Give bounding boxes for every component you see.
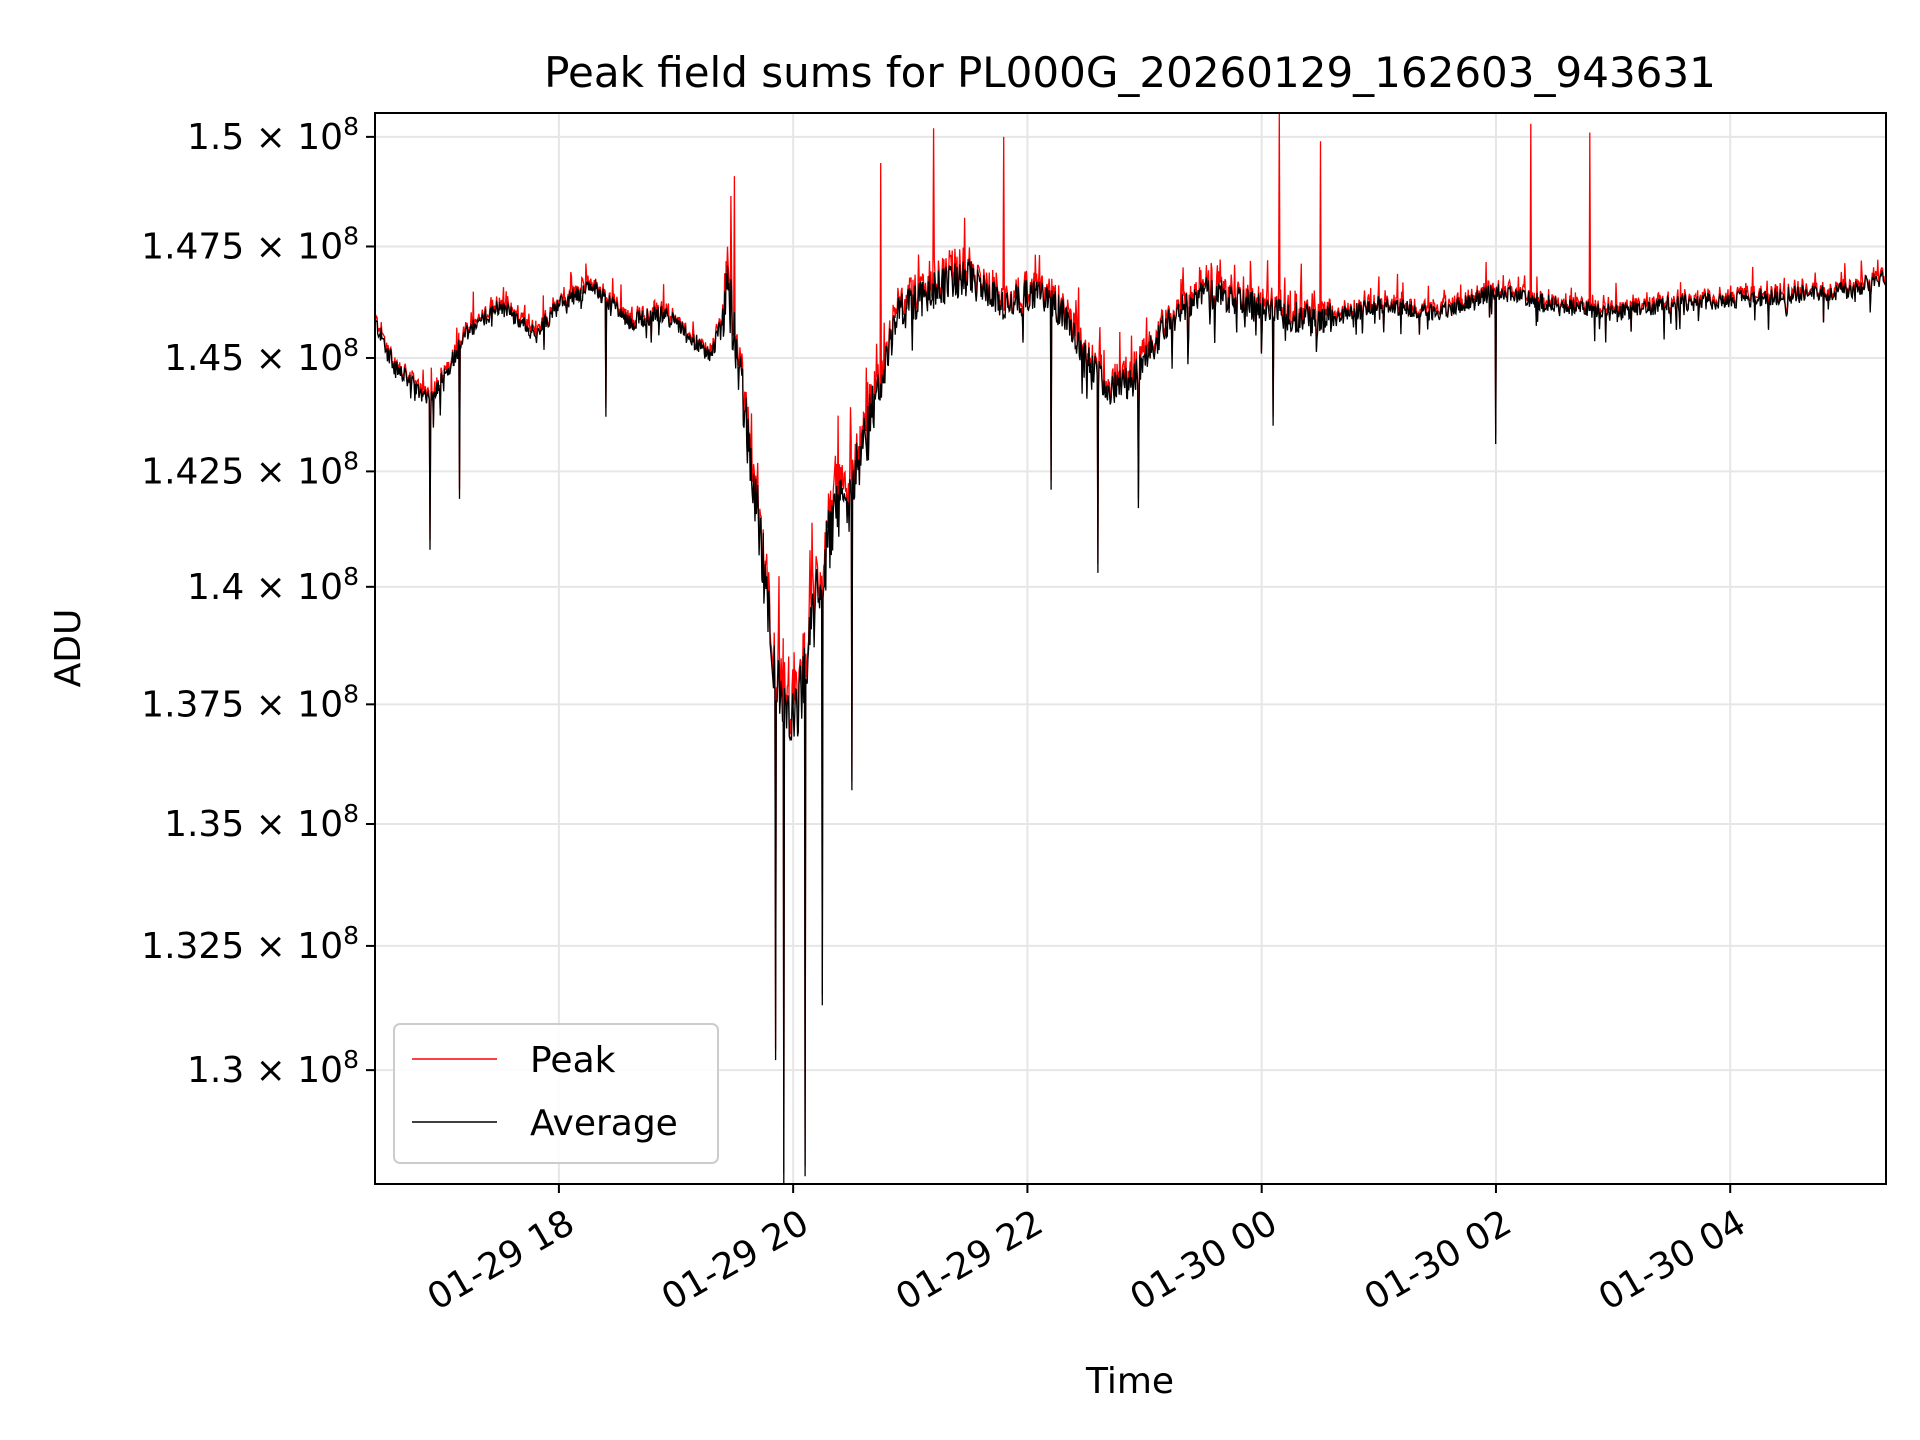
y-tick-label: 1.475 × 108 [141,221,359,267]
y-tick-label: 1.35 × 108 [164,799,359,845]
plot-frame [374,112,1887,1185]
y-tick-label: 1.3 × 108 [187,1045,359,1091]
y-axis-title: ADU [48,609,89,688]
y-tick-label: 1.5 × 108 [187,112,359,158]
y-axis-ticks: 1.3 × 108 1.325 × 108 1.35 × 108 1.375 × 10… [141,112,375,1091]
y-tick-label: 1.375 × 108 [141,679,359,725]
series-line-average [374,258,1887,1185]
chart-title: Peak field sums for PL000G_20260129_1626… [544,48,1716,97]
x-axis-title: Time [1085,1361,1174,1402]
series-lines [374,112,1887,1185]
legend: Peak Average [393,1023,719,1164]
y-tick-label: 1.425 × 108 [141,446,359,492]
legend-peak-label: Peak [530,1040,616,1081]
y-tick-label: 1.4 × 108 [187,562,359,608]
legend-average-label: Average [530,1103,678,1144]
y-tick-label: 1.45 × 108 [164,333,359,379]
grid-lines [375,113,1886,1184]
y-tick-label: 1.325 × 108 [141,921,359,967]
